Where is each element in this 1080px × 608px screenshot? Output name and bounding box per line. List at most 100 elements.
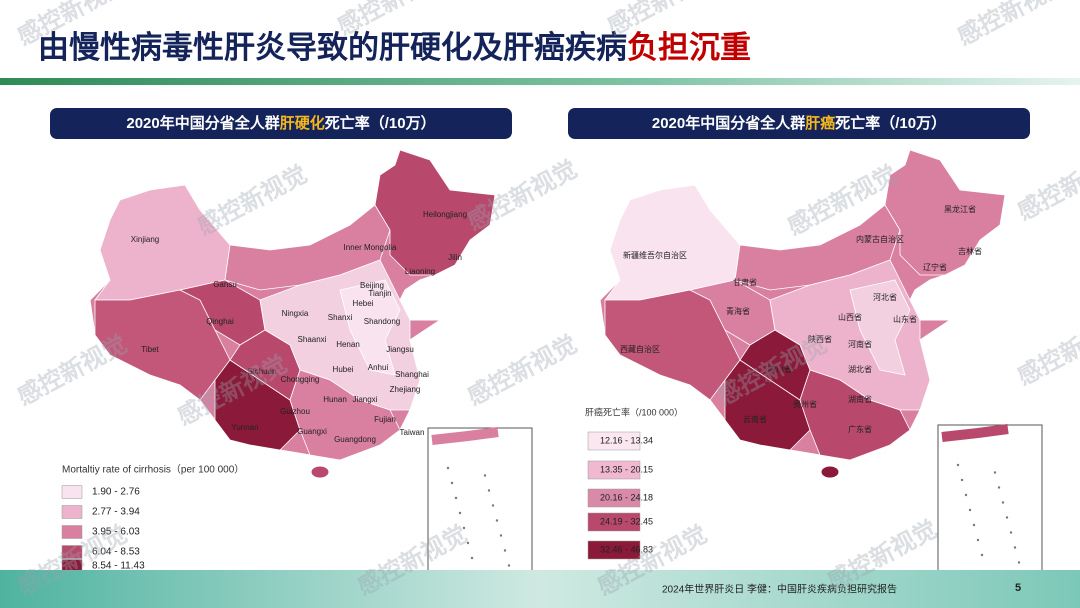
province-label: 贵州省 <box>793 399 817 409</box>
province-label: Shaanxi <box>298 335 327 344</box>
province-region <box>224 204 391 291</box>
province-label: Shanghai <box>395 370 429 379</box>
province-label: 山西省 <box>838 312 862 322</box>
province-region <box>289 369 401 461</box>
legend-swatch <box>587 460 641 480</box>
province-label: Henan <box>336 340 360 349</box>
legend-swatch <box>61 485 83 499</box>
province-label: Chongqing <box>281 375 320 384</box>
province-label: 辽宁省 <box>923 262 947 272</box>
south-sea-inset <box>937 424 1043 576</box>
island <box>968 508 972 512</box>
page-number: 5 <box>1015 582 1021 594</box>
legend-swatch <box>587 540 641 560</box>
province-label: 山东省 <box>893 314 917 324</box>
island <box>454 496 458 500</box>
island <box>495 519 499 522</box>
province-region <box>734 204 901 291</box>
province-label: 广东省 <box>848 424 872 434</box>
province-label: Liaoning <box>405 267 435 276</box>
island <box>956 463 960 467</box>
island <box>1013 546 1017 549</box>
panel-header <box>568 108 1030 139</box>
island <box>483 474 487 477</box>
province-label: Tibet <box>141 345 159 354</box>
legend-label: 3.95 - 6.03 <box>92 527 140 538</box>
province-label: Qinghai <box>206 317 234 326</box>
island <box>446 466 450 470</box>
legend-title: Mortaltiy rate of cirrhosis（per 100 000） <box>62 464 244 476</box>
legend-swatch <box>587 488 641 508</box>
island <box>450 481 454 485</box>
island <box>980 553 984 557</box>
legend-swatch <box>587 431 641 451</box>
panel-header <box>50 108 512 139</box>
province-label: Jiangsu <box>386 345 414 354</box>
title-rule <box>0 78 1080 85</box>
south-sea-inset <box>427 427 533 579</box>
title-part: 2020年中国分省全人群 <box>126 114 279 132</box>
island <box>1017 561 1021 564</box>
province-label: Guangdong <box>334 435 376 444</box>
title-part: 死亡率（/10万） <box>835 114 946 132</box>
title-part: 死亡率（/10万） <box>325 114 436 132</box>
province-label: 河南省 <box>848 339 872 349</box>
island <box>972 523 976 527</box>
island <box>507 564 511 567</box>
province-label: 甘肃省 <box>733 277 757 287</box>
province-region <box>799 369 911 461</box>
province-label: 湖南省 <box>848 394 872 404</box>
province-label: Yunnan <box>231 423 258 432</box>
legend-label: 2.77 - 3.94 <box>92 507 140 518</box>
title-highlight: 肝硬化 <box>280 114 325 132</box>
province-region <box>884 149 1006 276</box>
island <box>491 504 495 507</box>
province-label: Xinjiang <box>131 235 159 244</box>
province-label: Sichuan <box>248 367 277 376</box>
footer-band <box>0 570 1080 608</box>
island <box>976 538 980 542</box>
title-part: 2020年中国分省全人群 <box>652 114 805 132</box>
island <box>487 489 491 492</box>
province-label: 黑龙江省 <box>944 204 976 214</box>
province-label: 吉林省 <box>958 246 982 256</box>
legend-swatch <box>61 525 83 539</box>
province-label: Inner Mongolia <box>344 243 397 252</box>
legend-label: 12.16 - 13.34 <box>600 435 653 445</box>
province-label: 陕西省 <box>808 334 832 344</box>
hainan <box>820 465 840 479</box>
slide-title: 由慢性病毒性肝炎导致的肝硬化及肝癌疾病负担沉重 <box>38 30 751 65</box>
legend-swatch <box>587 512 641 532</box>
island <box>470 556 474 560</box>
footer-text: 2024年世界肝炎日 李健：中国肝炎疾病负担研究报告 <box>662 583 897 596</box>
province-label: 四川省 <box>768 364 792 374</box>
hainan <box>310 465 330 479</box>
map <box>89 149 496 479</box>
province-label: Taiwan <box>400 428 425 437</box>
province-label: Guizhou <box>280 407 310 416</box>
province-label: 云南省 <box>743 414 767 424</box>
province-label: Shandong <box>364 317 400 326</box>
legend-label: 20.16 - 24.18 <box>600 492 653 502</box>
island <box>466 541 470 545</box>
province-label: Hubei <box>333 365 354 374</box>
island <box>960 478 964 482</box>
province-label: Gansu <box>213 280 237 289</box>
island <box>499 534 503 537</box>
province-label: Jilin <box>448 253 462 262</box>
province-label: 内蒙古自治区 <box>856 234 904 244</box>
island <box>462 526 466 530</box>
legend-label: 6.04 - 8.53 <box>92 547 140 558</box>
province-region <box>849 279 911 376</box>
island <box>503 549 507 552</box>
legend-label: 13.35 - 20.15 <box>600 464 653 474</box>
panel-title: 2020年中国分省全人群肝癌死亡率（/10万） <box>652 114 946 132</box>
province-label: Hunan <box>323 395 347 404</box>
province-label: Anhui <box>368 363 389 372</box>
legend-label: 1.90 - 2.76 <box>92 487 140 498</box>
province-label: Ningxia <box>282 309 309 318</box>
province-label: Zhejiang <box>390 385 421 394</box>
island <box>1001 501 1005 504</box>
province-label: Jiangxi <box>353 395 378 404</box>
panel-title: 2020年中国分省全人群肝硬化死亡率（/10万） <box>126 114 435 132</box>
